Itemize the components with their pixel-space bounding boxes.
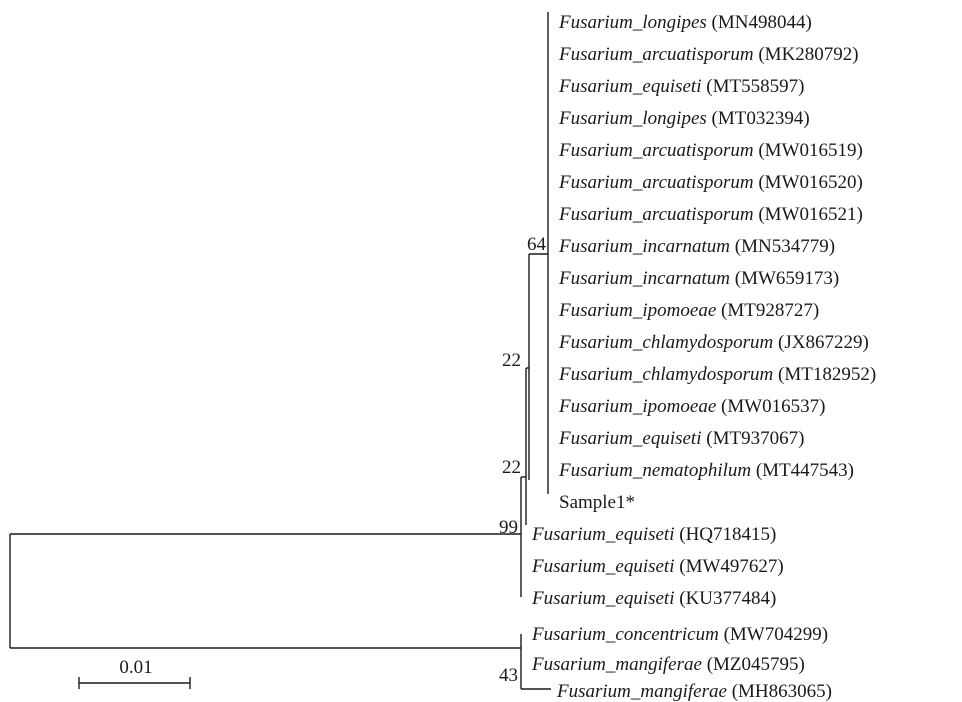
tip-label: Fusarium_arcuatisporum (MW016519): [558, 140, 863, 161]
tip-label: Fusarium_arcuatisporum (MW016521): [558, 204, 863, 225]
tip-label: Fusarium_ipomoeae (MT928727): [558, 300, 819, 321]
tip-label-sample: Sample1*: [559, 492, 635, 513]
tip-label: Fusarium_equiseti (MT558597): [558, 76, 804, 97]
bootstrap-value: 22: [502, 350, 521, 371]
scale-bar: 0.01: [78, 657, 191, 689]
tip-label: Fusarium_equiseti (MT937067): [558, 428, 804, 449]
tip-label: Fusarium_mangiferae (MH863065): [556, 681, 832, 702]
tip-label: Fusarium_chlamydosporum (MT182952): [558, 364, 876, 385]
tip-label: Fusarium_equiseti (HQ718415): [531, 524, 776, 545]
tip-label: Fusarium_mangiferae (MZ045795): [531, 654, 805, 675]
tip-label: Fusarium_arcuatisporum (MW016520): [558, 172, 863, 193]
tip-label: Fusarium_equiseti (MW497627): [531, 556, 784, 577]
tip-label: Fusarium_equiseti (KU377484): [531, 588, 776, 609]
tip-label: Fusarium_incarnatum (MN534779): [558, 236, 835, 257]
bootstrap-value: 99: [499, 517, 518, 538]
tip-label: Fusarium_ipomoeae (MW016537): [558, 396, 826, 417]
tip-label: Fusarium_longipes (MN498044): [558, 12, 812, 33]
tip-label: Fusarium_nematophilum (MT447543): [558, 460, 854, 481]
scale-bar-label: 0.01: [119, 657, 152, 678]
tip-label: Fusarium_longipes (MT032394): [558, 108, 810, 129]
tip-labels: Fusarium_longipes (MN498044) Fusarium_ar…: [531, 12, 876, 702]
tree-branches: [9, 12, 551, 690]
tip-label: Fusarium_arcuatisporum (MK280792): [558, 44, 859, 65]
bootstrap-value: 22: [502, 457, 521, 478]
bootstrap-value: 43: [499, 665, 518, 686]
tip-label: Fusarium_incarnatum (MW659173): [558, 268, 839, 289]
tip-label: Fusarium_concentricum (MW704299): [531, 624, 828, 645]
bootstrap-value: 64: [527, 234, 547, 255]
bootstrap-values: 64 22 22 99 43: [499, 234, 547, 686]
tip-label: Fusarium_chlamydosporum (JX867229): [558, 332, 869, 353]
